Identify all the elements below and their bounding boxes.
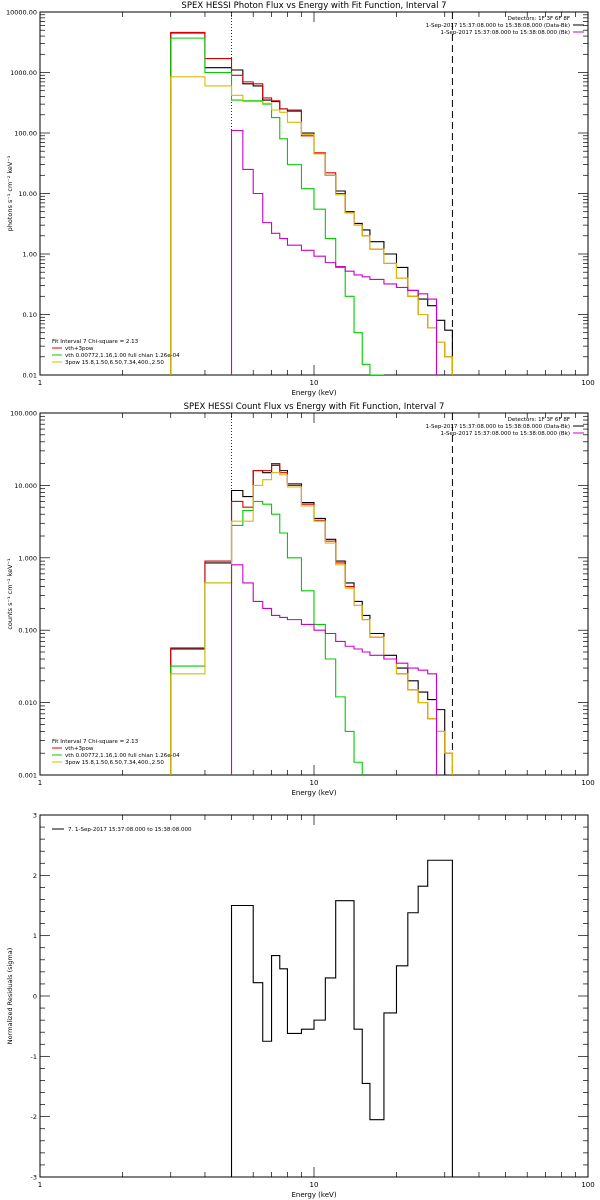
x-tick-label: 100	[581, 779, 594, 787]
y-tick-label: 0.010	[18, 699, 37, 707]
y-tick-label: 100.000	[10, 410, 37, 418]
y-tick-label: 10.000	[14, 482, 37, 490]
series-line-bk	[230, 564, 438, 775]
x-tick-label: 10	[310, 1181, 319, 1189]
y-tick-label: 1000.00	[10, 69, 37, 77]
x-axis-label: Energy (keV)	[291, 789, 336, 797]
x-tick-label: 100	[581, 379, 594, 387]
y-tick-label: 0	[33, 993, 37, 1001]
x-tick-label: 10	[310, 379, 319, 387]
legend-title: Fit Interval 7 Chi-square = 2.13	[52, 339, 139, 345]
info-line: 1-Sep-2017 15:37:08.000 to 15:38:08.000 …	[441, 30, 571, 36]
series-line-vth-3pow	[170, 31, 453, 375]
series-line-vth	[170, 37, 384, 375]
y-tick-label: 100.00	[14, 130, 37, 138]
y-axis-label: counts s⁻¹ cm⁻² keV⁻¹	[6, 558, 14, 630]
y-tick-label: 0.001	[18, 772, 37, 780]
chart-panel-1: SPEX HESSI Photon Flux vs Energy with Fi…	[6, 1, 595, 397]
series-line-data-bk	[170, 464, 446, 775]
legend-title: Fit Interval 7 Chi-square = 2.13	[52, 739, 139, 745]
legend-entry: 7. 1-Sep-2017 15:37:08.000 to 15:38:08.0…	[68, 827, 192, 833]
y-tick-label: 10000.00	[6, 9, 37, 17]
y-tick-label: 0.10	[23, 311, 37, 319]
x-tick-label: 1	[38, 379, 42, 387]
series-line-vth	[170, 500, 363, 775]
y-tick-label: 1.000	[18, 554, 37, 562]
info-line: Detectors: 1F 3F 6F 8F	[508, 417, 570, 423]
y-tick-label: -3	[31, 1174, 37, 1182]
y-axis-label: photons s⁻¹ cm⁻² keV⁻¹	[6, 155, 14, 231]
series-line-bk	[230, 129, 438, 375]
y-tick-label: 3	[33, 812, 37, 820]
info-line: Detectors: 1F 3F 6F 8F	[508, 16, 570, 22]
series-line-data-bk	[170, 32, 453, 375]
legend-entry: vth 0.00772,1.16,1.00 full chian 1.26e-0…	[65, 353, 180, 359]
chart-panel-2: SPEX HESSI Count Flux vs Energy with Fit…	[6, 402, 595, 797]
info-line: 1-Sep-2017 15:37:08.000 to 15:38:08.000 …	[426, 23, 570, 29]
chart-title: SPEX HESSI Count Flux vs Energy with Fit…	[184, 402, 445, 412]
y-tick-label: 0.01	[23, 372, 37, 380]
x-axis-label: Energy (keV)	[291, 1191, 336, 1199]
y-tick-label: -1	[31, 1053, 37, 1061]
series-line-3pow	[170, 472, 453, 775]
plot-frame	[39, 814, 589, 1178]
y-tick-label: 0.100	[18, 627, 37, 635]
series-line-vth-3pow	[170, 463, 453, 775]
y-tick-label: -2	[31, 1113, 37, 1121]
legend-entry: vth 0.00772,1.16,1.00 full chian 1.26e-0…	[65, 753, 180, 759]
legend-entry: vth+3pow	[65, 746, 94, 752]
x-axis-label: Energy (keV)	[291, 389, 336, 397]
chart-panel-3: 1 10 100 -3 -2 -1 0 1 2 3 Energy (keV) Normalized R…	[6, 812, 595, 1200]
chart-title: SPEX HESSI Photon Flux vs Energy with Fi…	[181, 1, 446, 11]
legend-entry: 3pow 15.8,1.50,6.50,7.34,400.,2.50	[65, 360, 164, 366]
y-tick-label: 10.00	[18, 190, 37, 198]
y-tick-label: 2	[33, 872, 37, 880]
x-tick-label: 100	[581, 1181, 594, 1189]
x-tick-label: 10	[310, 779, 319, 787]
y-tick-label: 1	[33, 932, 37, 940]
x-tick-label: 1	[38, 1181, 42, 1189]
info-line: 1-Sep-2017 15:37:08.000 to 15:38:08.000 …	[426, 424, 570, 430]
x-tick-label: 1	[38, 779, 42, 787]
y-tick-label: 1.00	[23, 251, 37, 259]
series-line-7-	[230, 859, 453, 1177]
legend-entry: vth+3pow	[65, 346, 94, 352]
series-line-3pow	[170, 76, 453, 375]
y-axis-label: Normalized Residuals (sigma)	[6, 948, 14, 1045]
legend-entry: 3pow 15.8,1.50,6.50,7.34,400.,2.50	[65, 760, 164, 766]
info-line: 1-Sep-2017 15:37:08.000 to 15:38:08.000 …	[441, 431, 571, 437]
